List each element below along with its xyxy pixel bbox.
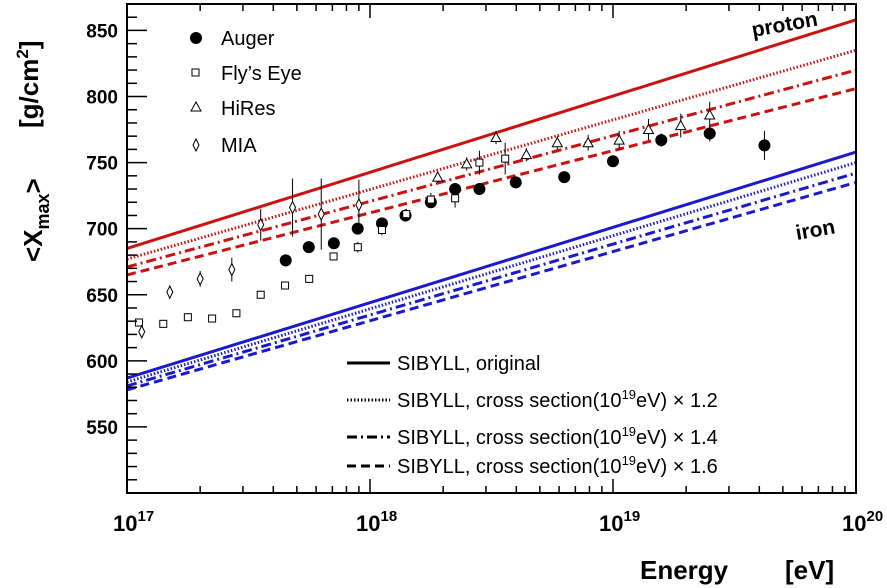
hires-point (582, 136, 594, 148)
proton-label: proton (750, 8, 819, 42)
legend-marker-flys-eye (191, 68, 200, 77)
hires-point (520, 148, 533, 160)
y-tick-label: 650 (86, 286, 118, 307)
plot-frame (126, 3, 857, 494)
hires-point (551, 136, 564, 148)
legend-marker-auger (190, 32, 202, 44)
mia-point (196, 271, 204, 287)
hires-point (674, 119, 687, 131)
x-tick-label: 1020 (842, 508, 883, 536)
legend-label-mia: MIA (221, 135, 257, 157)
auger-point (302, 241, 315, 254)
mia-point (228, 262, 236, 277)
auger-point (327, 237, 340, 250)
fly-s-eye-point (451, 194, 460, 203)
fly-s-eye-point (208, 314, 217, 323)
fly-s-eye-point (256, 290, 265, 299)
legend-text-xs14: SIBYLL, cross section(1019eV) × 1.4 (397, 424, 718, 449)
iron-label: iron (794, 215, 837, 245)
auger-point (607, 155, 619, 168)
fly-s-eye-point (281, 281, 290, 290)
y-tick-label: 750 (86, 154, 118, 175)
x-tick-label: 1019 (599, 508, 640, 536)
auger-point (703, 127, 716, 140)
hires-point (703, 108, 716, 120)
y-tick-label: 600 (86, 352, 118, 373)
mia-point (288, 200, 297, 215)
x-axis-label: Energy (640, 555, 729, 585)
auger-point (473, 183, 486, 196)
x-tick-label: 1017 (113, 508, 154, 536)
fly-s-eye-point (183, 313, 192, 322)
x-tick-label: 1018 (356, 508, 397, 536)
y-tick-label: 850 (86, 21, 118, 42)
tick-labels: 550 600 650 700 750 800 850 1017 1018 1019 1020 (86, 21, 883, 536)
legend-label-auger: Auger (221, 28, 275, 50)
model-legend: SIBYLL, original SIBYLL, cross section(1… (347, 353, 718, 478)
fly-s-eye-point (402, 210, 411, 219)
iron-dashdot-line (126, 171, 857, 388)
mia-point (355, 197, 363, 213)
fly-s-eye-point (475, 158, 484, 167)
hires-point (642, 123, 655, 135)
legend-label-hires: HiRes (221, 98, 275, 120)
y-tick-label: 550 (86, 418, 118, 439)
fly-s-eye-point (329, 252, 338, 261)
hires-point (490, 131, 502, 142)
mia-point (317, 207, 325, 222)
y-tick-label: 700 (86, 220, 118, 241)
iron-dashed-line (126, 180, 857, 392)
hires-point (460, 157, 473, 169)
proton-dotted-line (126, 48, 857, 261)
auger-point (758, 139, 771, 152)
data-points (134, 101, 771, 339)
data-legend: Auger Fly’s Eye HiRes MIA (190, 28, 302, 157)
fly-s-eye-point (159, 319, 168, 328)
y-axis-label: <Xmax> (18, 178, 53, 262)
legend-text-xs16: SIBYLL, cross section(1019eV) × 1.6 (397, 453, 718, 478)
legend-marker-mia (192, 137, 200, 153)
proton-dashdot-line (126, 68, 857, 269)
hires-point (613, 134, 625, 145)
mia-point (257, 217, 265, 232)
fly-s-eye-point (232, 309, 241, 318)
iron-dotted-line (126, 161, 857, 384)
legend-text-original: SIBYLL, original (397, 353, 540, 375)
auger-point (351, 222, 364, 235)
auger-point (509, 176, 522, 189)
y-tick-label: 800 (86, 88, 118, 109)
mia-point (138, 324, 146, 339)
iron-solid-line (126, 150, 857, 380)
fly-s-eye-point (377, 225, 386, 234)
auger-point (655, 134, 668, 147)
hires-point (431, 171, 444, 182)
fly-s-eye-point (134, 318, 143, 327)
fly-s-eye-point (353, 243, 362, 252)
auger-point (279, 254, 292, 267)
auger-point (558, 171, 571, 184)
legend-text-xs12: SIBYLL, cross section(1019eV) × 1.2 (397, 387, 718, 412)
axis-ticks (126, 3, 857, 493)
y-axis-unit: [g/cm2] (13, 41, 44, 128)
fly-s-eye-point (305, 274, 314, 283)
mia-point (166, 284, 174, 300)
x-axis-unit: [eV] (785, 555, 834, 585)
fly-s-eye-point (501, 154, 510, 163)
legend-label-flys-eye: Fly’s Eye (221, 63, 302, 85)
legend-marker-hires (190, 100, 202, 112)
fly-s-eye-point (426, 195, 435, 204)
proton-solid-line (126, 18, 857, 250)
model-lines (126, 18, 857, 392)
